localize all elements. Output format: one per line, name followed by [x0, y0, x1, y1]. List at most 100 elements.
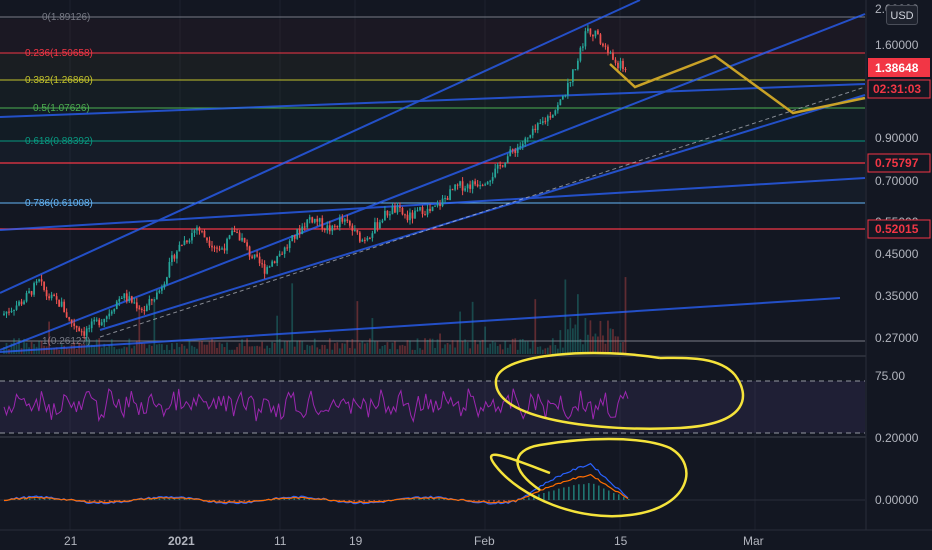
macd-histogram-bar — [188, 498, 191, 500]
candle-body — [566, 83, 569, 96]
volume-bar — [48, 321, 50, 354]
volume-bar — [321, 344, 324, 354]
candle-body — [15, 305, 18, 310]
candle-body — [183, 240, 186, 245]
volume-bar — [191, 345, 193, 354]
macd-histogram-bar — [163, 498, 166, 500]
volume-bar — [145, 348, 148, 354]
fib-label-1: 1(0.26127) — [42, 336, 90, 347]
currency-button[interactable]: USD — [886, 5, 918, 25]
candle-body — [521, 143, 524, 147]
candle-body — [479, 185, 482, 187]
candle-body — [13, 309, 15, 311]
volume-bar — [286, 340, 289, 354]
macd-histogram-bar — [128, 500, 131, 501]
macd-histogram-bar — [323, 499, 325, 500]
volume-bar — [519, 339, 522, 354]
macd-histogram-bar — [153, 498, 156, 500]
candle-body — [40, 279, 43, 282]
candle-body — [105, 316, 108, 319]
volume-bar — [356, 301, 359, 354]
volume-bar — [221, 343, 223, 354]
candle-body — [561, 96, 564, 100]
candle-body — [25, 293, 28, 302]
volume-bar — [449, 344, 451, 354]
volume-bar — [178, 347, 181, 354]
price-projection-path[interactable] — [609, 54, 866, 115]
hand-drawn-annotation[interactable] — [489, 351, 745, 518]
level-tag-value: 0.75797 — [875, 156, 919, 170]
rsi-line — [3, 388, 629, 424]
candle-body — [238, 232, 241, 241]
macd-histogram-bar — [613, 492, 615, 500]
volume-bar — [554, 344, 557, 354]
volume-bar — [30, 341, 33, 354]
candle-body — [592, 34, 594, 37]
volume-bar — [353, 348, 356, 354]
macd-histogram-bar — [538, 494, 540, 500]
macd-histogram-bar — [628, 499, 630, 500]
dashed-trend-line[interactable] — [99, 86, 866, 338]
candle-body — [73, 323, 76, 326]
candle-body — [541, 121, 544, 124]
volume-bar — [70, 344, 73, 354]
candle-body — [584, 31, 587, 47]
candle-body — [68, 317, 71, 320]
volume-bar — [536, 346, 539, 354]
candle-body — [243, 237, 246, 243]
candle-body — [313, 218, 316, 223]
macd-histogram-bar — [158, 498, 161, 500]
volume-bar — [331, 349, 334, 354]
candle-body — [434, 205, 436, 207]
candle-body — [323, 228, 326, 231]
volume-bar — [464, 339, 466, 354]
candle-body — [481, 185, 484, 187]
candle-body — [198, 227, 201, 231]
volume-bar — [561, 347, 564, 354]
volume-bar — [446, 343, 449, 354]
candle-body — [384, 210, 386, 221]
candle-body — [140, 308, 143, 310]
candle-body — [271, 261, 274, 267]
candle-body — [396, 206, 399, 213]
candle-body — [602, 43, 604, 46]
volume-bar — [494, 342, 497, 354]
volume-bar — [333, 343, 336, 354]
candle-body — [464, 188, 466, 191]
volume-bar — [379, 348, 381, 354]
price-label: 0.35000 — [875, 289, 919, 303]
price-axis[interactable]: 2.00000 1.60000 0.90000 0.70000 0.55000 … — [865, 0, 932, 530]
volume-bar — [148, 344, 151, 354]
macd-histogram-bar — [523, 498, 525, 500]
macd-histogram-bar — [348, 500, 350, 502]
volume-bars — [3, 277, 627, 354]
volume-bar — [587, 334, 589, 354]
candle-body — [421, 207, 424, 215]
macd-histogram-bar — [473, 500, 475, 502]
candle-body — [291, 235, 294, 242]
volume-bar — [524, 341, 527, 354]
candle-body — [123, 293, 126, 298]
candle-body — [90, 321, 93, 329]
volume-bar — [521, 338, 524, 354]
fib-retracement[interactable] — [0, 16, 865, 342]
candle-body — [577, 60, 579, 70]
candle-body — [612, 52, 614, 60]
macd-histogram-bar — [433, 499, 435, 500]
fib-label-0382: 0.382(1.26860) — [25, 75, 93, 86]
candle-body — [386, 210, 389, 216]
time-axis[interactable]: 21 2021 11 19 Feb 15 Mar — [0, 529, 932, 550]
volume-bar — [469, 348, 471, 354]
volume-bar — [439, 333, 441, 354]
macd-histogram-bar — [248, 500, 251, 501]
volume-bar — [228, 349, 231, 354]
candle-body — [283, 247, 286, 254]
candle-body — [118, 298, 121, 302]
volume-bar — [406, 340, 409, 354]
time-label: 11 — [274, 534, 287, 548]
candle-body — [30, 291, 33, 295]
candle-body — [371, 233, 374, 238]
candle-body — [544, 121, 547, 123]
candle-body — [389, 214, 391, 216]
